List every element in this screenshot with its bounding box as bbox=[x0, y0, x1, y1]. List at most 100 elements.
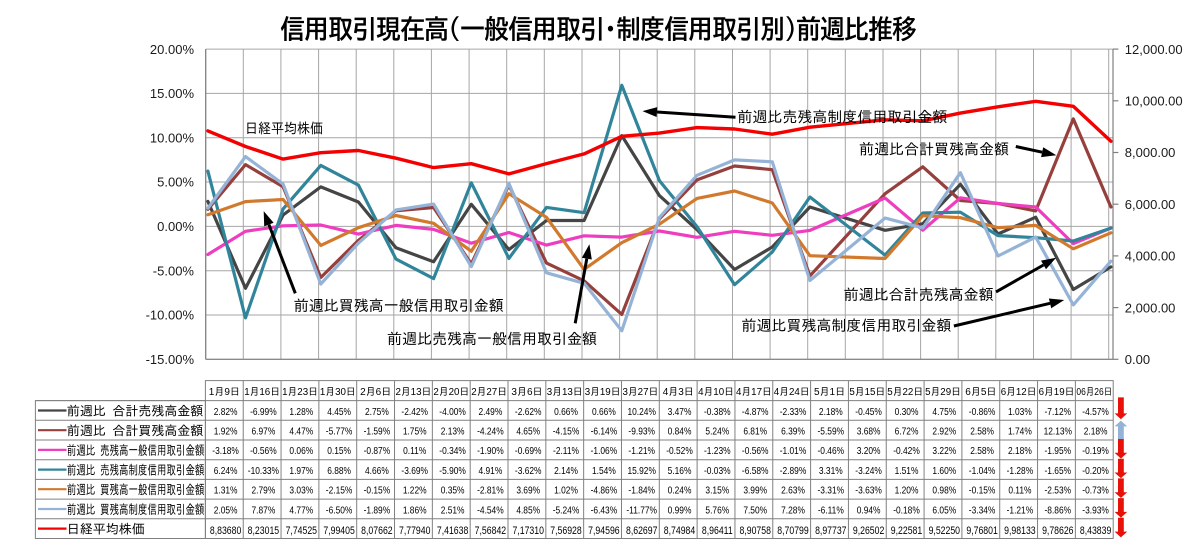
svg-text:9: 9 bbox=[946, 387, 952, 398]
svg-text:1.60%: 1.60% bbox=[932, 465, 956, 476]
svg-text:6.24%: 6.24% bbox=[214, 465, 238, 476]
svg-text:1.31%: 1.31% bbox=[214, 485, 238, 496]
svg-text:0: 0 bbox=[341, 387, 347, 398]
svg-text:1.92%: 1.92% bbox=[214, 426, 238, 437]
svg-text:4: 4 bbox=[698, 387, 704, 398]
svg-text:1: 1 bbox=[209, 387, 215, 398]
svg-text:4.65%: 4.65% bbox=[516, 426, 540, 437]
svg-text:5: 5 bbox=[981, 387, 987, 398]
svg-text:8,90758: 8,90758 bbox=[739, 525, 771, 537]
svg-text:3.03%: 3.03% bbox=[289, 485, 313, 496]
svg-text:1: 1 bbox=[282, 387, 288, 398]
svg-text:2.13%: 2.13% bbox=[441, 426, 465, 437]
svg-text:10.24%: 10.24% bbox=[627, 406, 655, 417]
svg-text:-1.65%: -1.65% bbox=[1045, 465, 1072, 476]
svg-text:1: 1 bbox=[1016, 387, 1022, 398]
svg-text:15.00%: 15.00% bbox=[150, 86, 195, 101]
svg-text:6.72%: 6.72% bbox=[895, 426, 919, 437]
svg-text:0.11%: 0.11% bbox=[403, 446, 426, 457]
svg-text:-2.15%: -2.15% bbox=[326, 485, 353, 496]
svg-text:1.22%: 1.22% bbox=[403, 485, 427, 496]
svg-text:-15.00%: -15.00% bbox=[146, 352, 195, 367]
svg-text:4.47%: 4.47% bbox=[289, 426, 313, 437]
svg-text:8,70799: 8,70799 bbox=[777, 525, 809, 537]
svg-text:3: 3 bbox=[511, 387, 517, 398]
svg-text:5: 5 bbox=[870, 387, 876, 398]
svg-text:-1.59%: -1.59% bbox=[364, 426, 391, 437]
svg-text:1: 1 bbox=[751, 387, 757, 398]
svg-text:4.75%: 4.75% bbox=[932, 406, 956, 417]
svg-text:-4.24%: -4.24% bbox=[477, 426, 504, 437]
svg-text:2.14%: 2.14% bbox=[554, 465, 578, 476]
svg-text:9,76801: 9,76801 bbox=[966, 525, 998, 537]
svg-text:0.94%: 0.94% bbox=[857, 505, 881, 516]
svg-text:7.87%: 7.87% bbox=[252, 505, 276, 516]
svg-text:7: 7 bbox=[643, 387, 648, 398]
svg-text:-2.53%: -2.53% bbox=[1045, 485, 1072, 496]
svg-text:1: 1 bbox=[562, 387, 568, 398]
svg-text:5: 5 bbox=[814, 387, 820, 398]
svg-text:0.99%: 0.99% bbox=[668, 505, 692, 516]
svg-text:4: 4 bbox=[736, 387, 742, 398]
svg-text:-0.18%: -0.18% bbox=[893, 505, 920, 516]
svg-text:5.00%: 5.00% bbox=[157, 175, 194, 190]
svg-text:2,000.00: 2,000.00 bbox=[1125, 300, 1176, 315]
svg-text:5.16%: 5.16% bbox=[668, 465, 692, 476]
svg-text:-10.33%: -10.33% bbox=[248, 465, 279, 476]
svg-text:2: 2 bbox=[638, 387, 643, 398]
svg-text:0.00: 0.00 bbox=[1125, 352, 1150, 367]
svg-text:-0.56%: -0.56% bbox=[250, 446, 277, 457]
svg-text:7,77940: 7,77940 bbox=[399, 525, 431, 537]
svg-text:9: 9 bbox=[1059, 387, 1065, 398]
svg-text:3.68%: 3.68% bbox=[857, 426, 881, 437]
svg-text:1.74%: 1.74% bbox=[1008, 426, 1032, 437]
svg-text:1.51%: 1.51% bbox=[895, 465, 919, 476]
svg-text:0.15%: 0.15% bbox=[327, 446, 351, 457]
svg-text:2.18%: 2.18% bbox=[1084, 426, 1108, 437]
svg-text:2: 2 bbox=[1094, 386, 1099, 397]
svg-text:-0.56%: -0.56% bbox=[742, 446, 769, 457]
svg-text:-5.77%: -5.77% bbox=[326, 426, 353, 437]
svg-text:10,000.00: 10,000.00 bbox=[1125, 94, 1183, 109]
svg-text:7,74525: 7,74525 bbox=[286, 525, 318, 537]
svg-text:-4.57%: -4.57% bbox=[1082, 406, 1109, 417]
svg-text:1: 1 bbox=[830, 387, 836, 398]
svg-text:0.11%: 0.11% bbox=[1008, 485, 1031, 496]
svg-text:9,98133: 9,98133 bbox=[1004, 525, 1036, 537]
svg-text:7: 7 bbox=[492, 387, 497, 398]
svg-text:-0.42%: -0.42% bbox=[893, 446, 920, 457]
svg-text:2: 2 bbox=[908, 387, 913, 398]
svg-text:0.84%: 0.84% bbox=[668, 426, 692, 437]
svg-text:-0.03%: -0.03% bbox=[704, 465, 731, 476]
svg-text:-0.46%: -0.46% bbox=[818, 446, 845, 457]
svg-text:1: 1 bbox=[1054, 387, 1060, 398]
svg-text:0.30%: 0.30% bbox=[895, 406, 919, 417]
svg-text:4.91%: 4.91% bbox=[479, 465, 503, 476]
svg-text:4.66%: 4.66% bbox=[365, 465, 389, 476]
svg-text:-3.63%: -3.63% bbox=[855, 485, 882, 496]
svg-text:6,000.00: 6,000.00 bbox=[1125, 197, 1176, 212]
svg-text:1: 1 bbox=[259, 387, 265, 398]
svg-text:-2.62%: -2.62% bbox=[515, 406, 542, 417]
svg-text:-3.69%: -3.69% bbox=[401, 465, 428, 476]
svg-text:2: 2 bbox=[1021, 387, 1026, 398]
svg-text:-1.21%: -1.21% bbox=[1007, 505, 1034, 516]
svg-text:0.06%: 0.06% bbox=[289, 446, 313, 457]
svg-text:-2.42%: -2.42% bbox=[401, 406, 428, 417]
svg-text:4.77%: 4.77% bbox=[289, 505, 313, 516]
svg-text:6.39%: 6.39% bbox=[781, 426, 805, 437]
svg-text:1.03%: 1.03% bbox=[1008, 406, 1032, 417]
svg-text:2.58%: 2.58% bbox=[970, 446, 994, 457]
svg-text:5: 5 bbox=[849, 387, 855, 398]
svg-text:7,94596: 7,94596 bbox=[588, 525, 620, 537]
svg-text:9,22581: 9,22581 bbox=[891, 525, 923, 537]
svg-text:-4.15%: -4.15% bbox=[553, 426, 580, 437]
svg-text:-1.01%: -1.01% bbox=[780, 446, 807, 457]
svg-text:2: 2 bbox=[449, 387, 454, 398]
svg-text:5.24%: 5.24% bbox=[705, 426, 729, 437]
svg-text:9: 9 bbox=[224, 387, 230, 398]
svg-text:0: 0 bbox=[719, 387, 725, 398]
svg-text:-1.23%: -1.23% bbox=[704, 446, 731, 457]
svg-text:7.28%: 7.28% bbox=[781, 505, 805, 516]
svg-text:2.79%: 2.79% bbox=[252, 485, 276, 496]
